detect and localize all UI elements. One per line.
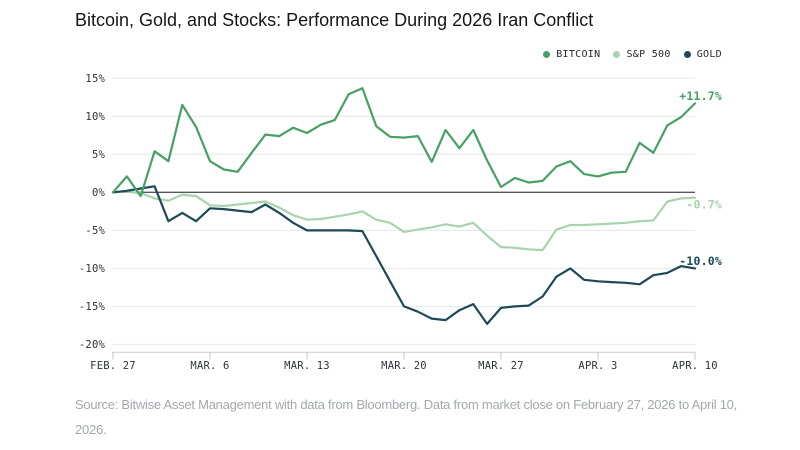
x-tick-label: MAR. 13 bbox=[284, 360, 330, 372]
bitcoin-line bbox=[111, 87, 697, 198]
end-label-sp500: -0.7% bbox=[686, 198, 722, 212]
gold-legend-dot-icon bbox=[683, 51, 691, 58]
y-tick-label: 10% bbox=[85, 111, 105, 123]
x-tick-label: MAR. 6 bbox=[190, 360, 229, 372]
chart-legend: BITCOIN S&P 500 GOLD bbox=[543, 49, 722, 60]
legend-item-label: S&P 500 bbox=[626, 49, 671, 60]
x-tick-label: MAR. 20 bbox=[381, 360, 427, 372]
x-tick-label: APR. 3 bbox=[578, 360, 617, 372]
source-note: Source: Bitwise Asset Management with da… bbox=[75, 397, 738, 437]
bitcoin-legend-dot-icon bbox=[543, 51, 551, 58]
x-tick-label: FEB. 27 bbox=[90, 360, 136, 372]
x-tick-label: APR. 10 bbox=[672, 360, 718, 372]
y-tick-label: 5% bbox=[92, 149, 106, 161]
legend-item-label: BITCOIN bbox=[556, 49, 601, 60]
y-tick-label: 15% bbox=[85, 73, 105, 85]
x-tick-label: MAR. 27 bbox=[478, 360, 524, 372]
y-tick-label: -20% bbox=[79, 339, 106, 351]
legend-item-gold: GOLD bbox=[683, 49, 722, 60]
legend-item-sp500: S&P 500 bbox=[613, 49, 670, 60]
sp500-line bbox=[111, 190, 697, 252]
y-tick-label: -5% bbox=[85, 225, 105, 237]
y-tick-label: 0% bbox=[92, 187, 106, 199]
gold-line bbox=[111, 185, 697, 325]
y-tick-label: -10% bbox=[79, 263, 106, 275]
legend-item-label: GOLD bbox=[696, 49, 722, 60]
end-label-bitcoin: +11.7% bbox=[679, 89, 722, 103]
legend-item-bitcoin: BITCOIN bbox=[543, 49, 600, 60]
page-title: Bitcoin, Gold, and Stocks: Performance D… bbox=[75, 10, 594, 30]
end-label-gold: -10.0% bbox=[679, 254, 722, 268]
y-tick-label: -15% bbox=[79, 301, 106, 313]
sp500-legend-dot-icon bbox=[613, 51, 621, 58]
